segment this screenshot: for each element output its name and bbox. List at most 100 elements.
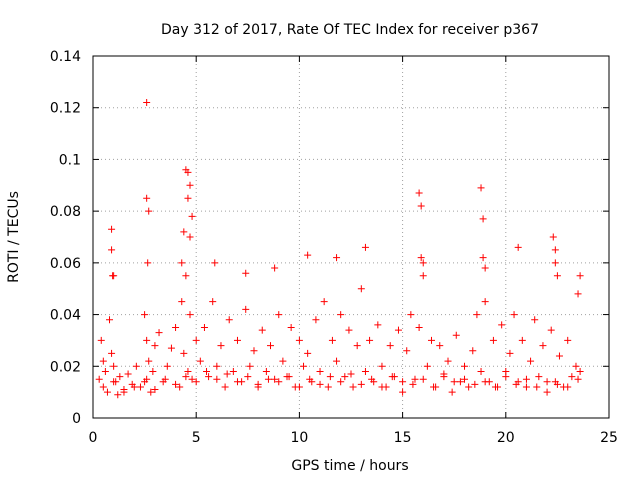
data-point [555,352,563,360]
data-point [262,367,270,375]
data-point [337,311,345,319]
data-point [178,298,186,306]
data-point [213,375,221,383]
data-point [477,367,485,375]
data-point [99,383,107,391]
data-point [114,391,122,399]
data-point [436,342,444,350]
data-point [394,326,402,334]
data-point [326,373,334,381]
data-point [361,243,369,251]
data-point [145,207,153,215]
x-tick-label: 0 [89,430,98,446]
data-point [108,349,116,357]
data-point [473,311,481,319]
data-point [469,347,477,355]
data-point [258,326,266,334]
y-axis-label: ROTI / TECUs [6,191,22,283]
data-point [229,367,237,375]
data-point [357,380,365,388]
data-point [527,357,535,365]
data-point [300,362,308,370]
data-point [246,362,254,370]
data-point [178,259,186,267]
data-point [419,272,427,280]
data-point [186,311,194,319]
data-point [116,373,124,381]
data-point [172,324,180,331]
data-point [182,166,190,174]
data-point [564,336,572,344]
data-point [151,342,159,350]
data-point [103,388,111,396]
data-point [233,378,241,386]
data-point [576,272,584,280]
data-point [349,383,357,391]
data-point [576,367,584,375]
data-point [574,290,582,298]
data-point [551,259,559,267]
data-point [109,272,117,280]
data-point [295,336,303,344]
data-point [316,380,324,388]
plot-frame [92,55,610,419]
data-point [182,272,190,280]
data-point [498,321,506,329]
data-point [287,324,295,331]
y-tick-label: 0.08 [50,204,81,220]
data-point [506,349,514,357]
data-point [132,362,140,370]
data-point [180,228,188,236]
x-tick-labels: 0 5 10 15 20 25 [89,430,618,446]
data-point [99,357,107,365]
data-point [481,298,489,306]
data-point [386,342,394,350]
data-point [221,383,229,391]
data-point [430,383,438,391]
data-point [535,373,543,381]
data-point [275,378,283,386]
x-axis-label: GPS time / hours [291,458,408,474]
data-point [378,362,386,370]
y-tick-label: 0 [72,411,81,427]
data-point [186,233,194,241]
data-point [95,375,103,383]
data-point [271,375,279,383]
data-point [427,336,435,344]
data-point [423,362,431,370]
chart-title: Day 312 of 2017, Rate Of TEC Index for r… [161,22,539,38]
data-point [141,311,149,319]
data-point [465,383,473,391]
data-point [522,375,530,383]
data-point [403,347,411,355]
y-tick-label: 0.1 [59,152,81,168]
data-point [143,194,151,202]
data-point [106,316,114,324]
data-point [502,373,510,381]
data-point [572,362,580,370]
data-point [149,367,157,375]
data-point [275,311,283,319]
data-point [479,254,487,262]
data-point [141,378,149,386]
data-point [345,326,353,334]
data-point [324,383,332,391]
data-point [551,246,559,254]
data-point [213,362,221,370]
y-tick-label: 0.02 [50,359,81,375]
data-point [184,367,192,375]
data-point [176,383,184,391]
data-point [97,336,105,344]
data-point [378,383,386,391]
data-point [568,373,576,381]
data-point [192,336,200,344]
data-point [461,362,469,370]
data-points [95,99,584,399]
data-point [353,342,361,350]
data-point [481,264,489,272]
data-point [417,254,425,262]
data-point [180,349,188,357]
data-point [271,264,279,272]
data-point [440,370,448,378]
